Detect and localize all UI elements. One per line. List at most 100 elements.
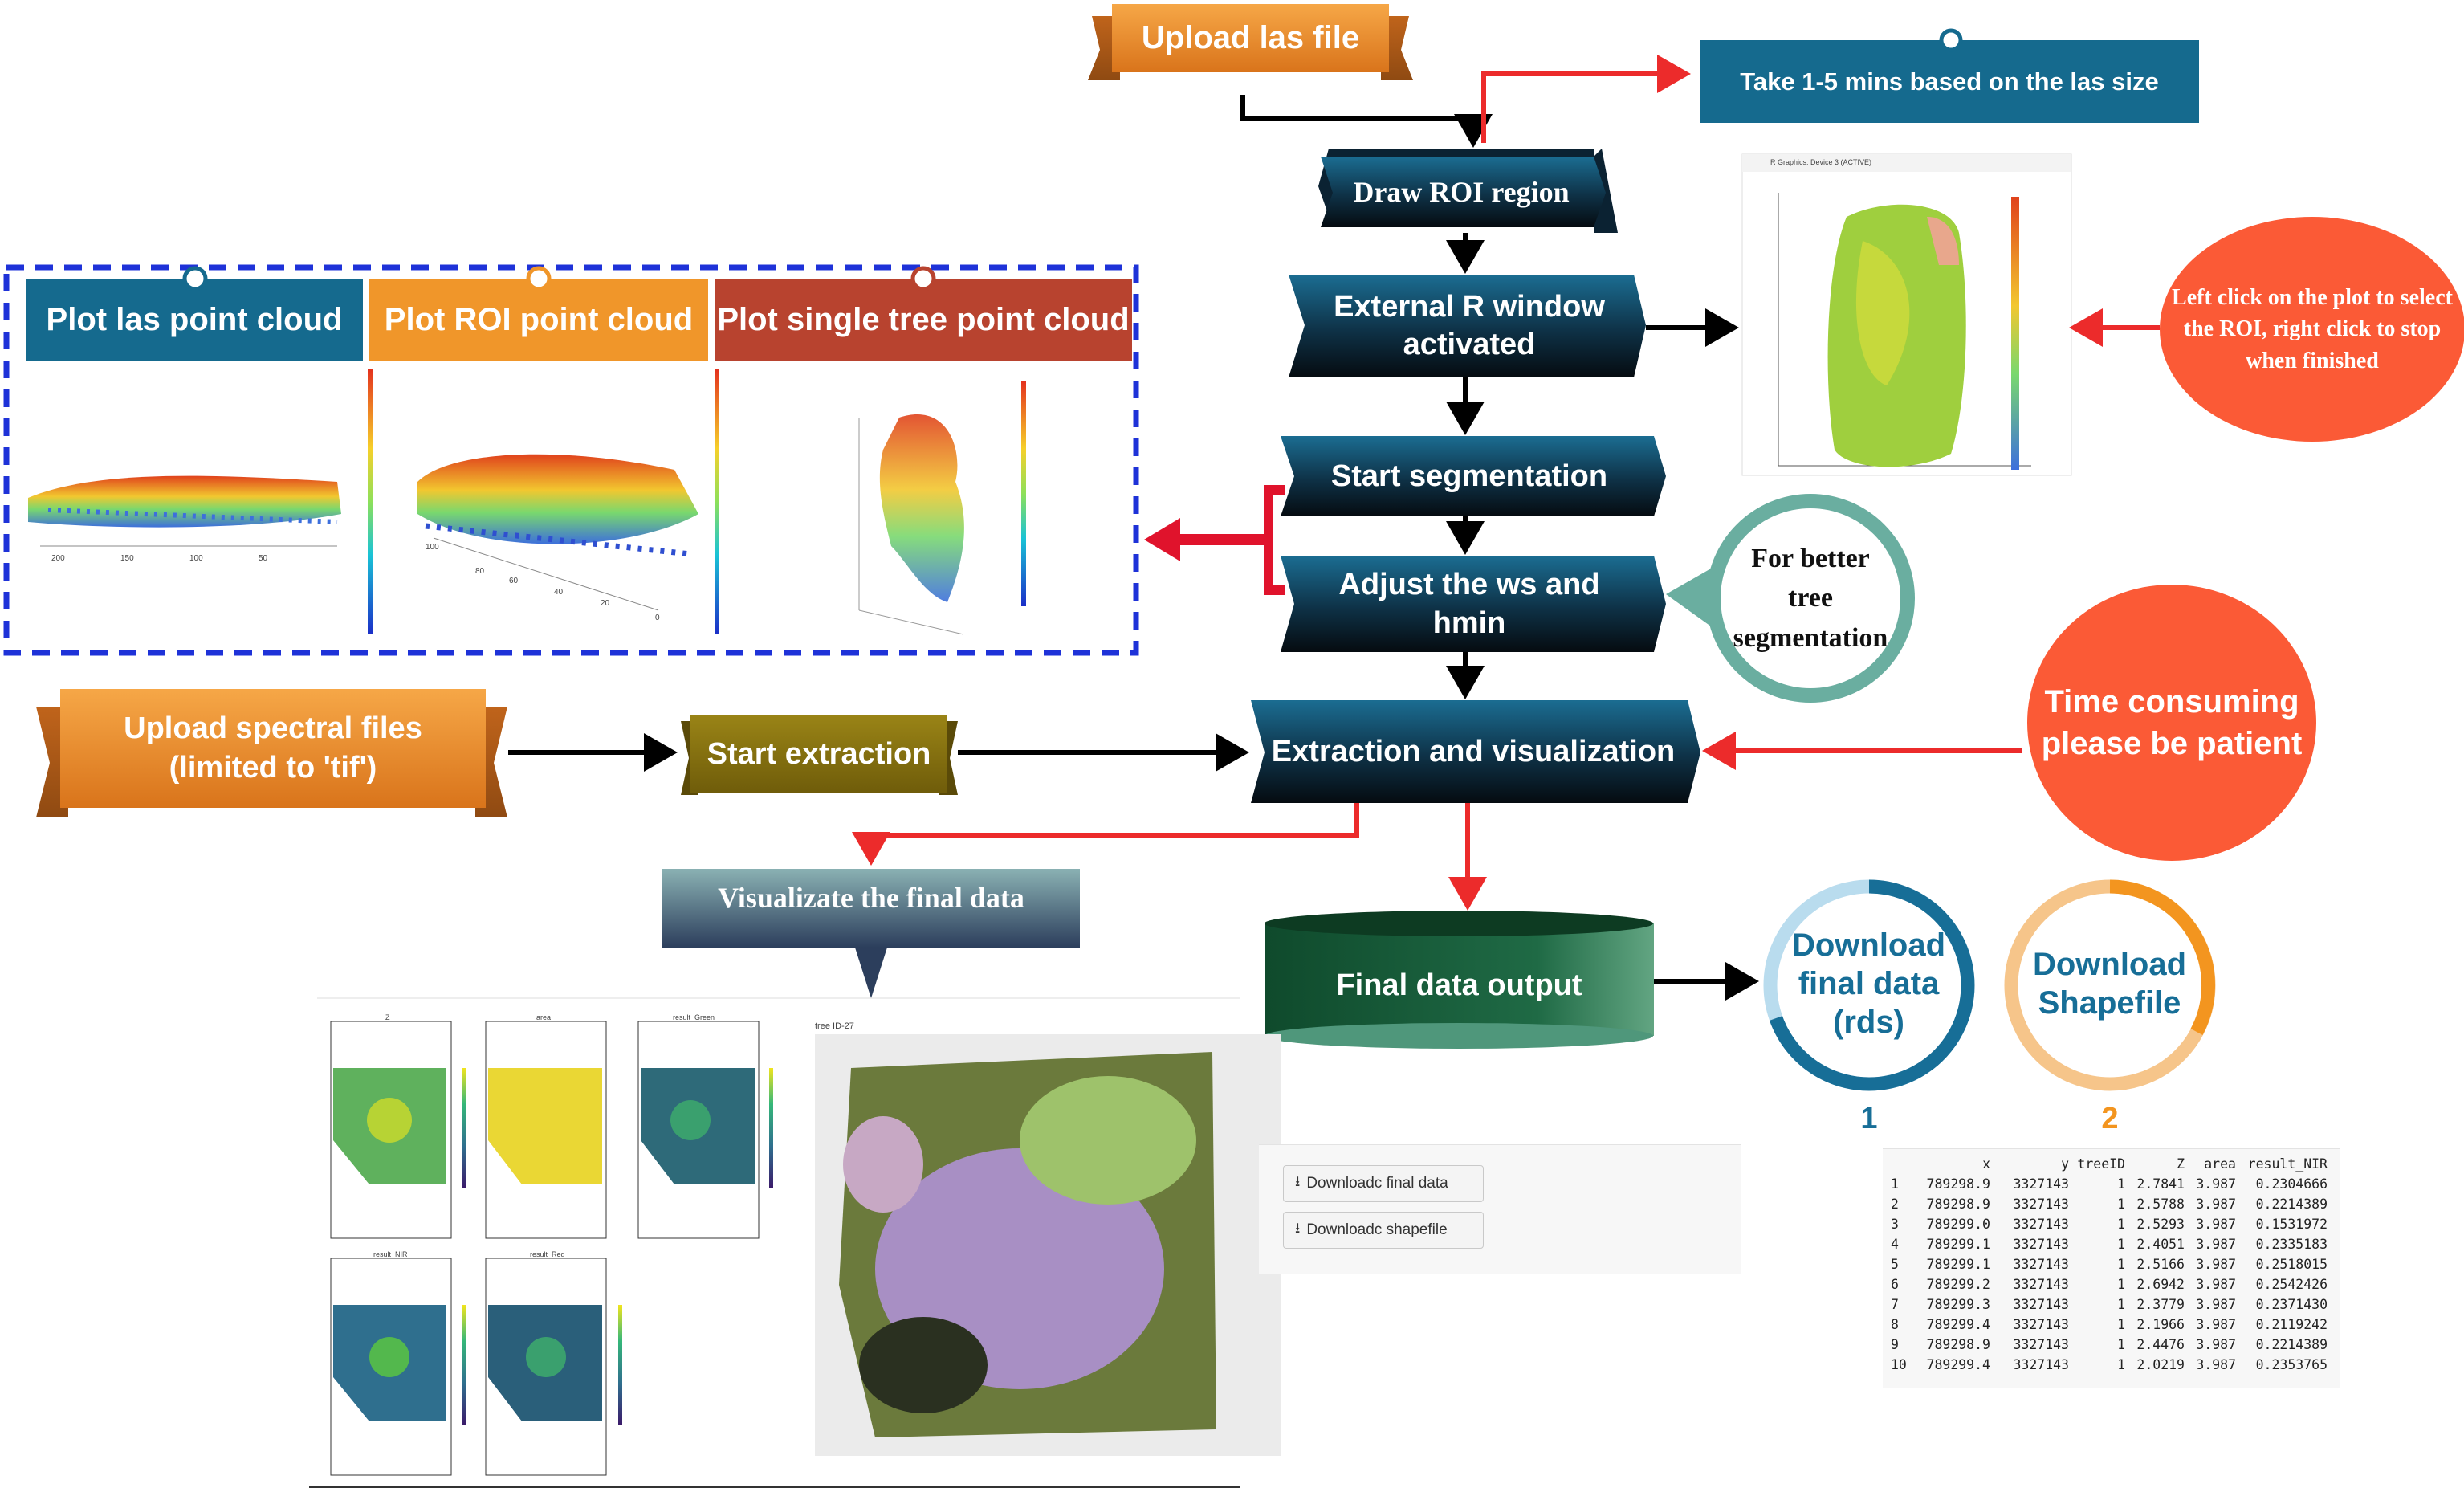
table-row: 6 789299.2 3327143 1 2.6942 3.987 0.2542426 xyxy=(1883,1274,2328,1294)
table-cell: 6 xyxy=(1891,1277,1899,1292)
output-table: x y treeID Z area result_NIR 1 789298.9 33… xyxy=(1883,1154,2328,1375)
las-tick: 150 xyxy=(120,554,134,563)
table-cell: 3327143 xyxy=(2013,1176,2069,1192)
take-time-label: Take 1-5 mins based on the las size xyxy=(1740,67,2159,96)
upload-las-ribbon xyxy=(1088,4,1413,80)
table-cell: 2.5166 xyxy=(2136,1257,2185,1272)
table-cell: 3327143 xyxy=(2013,1297,2069,1312)
download-shapefile-button[interactable]: ⭳ Downloadc shapefile xyxy=(1283,1212,1484,1249)
table-cell: 789299.1 xyxy=(1926,1257,1990,1272)
download-final-data-label[interactable]: Download final data (rds) xyxy=(1791,927,1946,1040)
table-cell: 789299.0 xyxy=(1926,1217,1990,1232)
visualize-final-label: Visualizate the final data xyxy=(718,882,1024,914)
start-extraction-label: Start extraction xyxy=(707,736,931,771)
table-cell: 789298.9 xyxy=(1926,1337,1990,1352)
table-cell: 789299.3 xyxy=(1926,1297,1990,1312)
visualize-callout xyxy=(662,869,1080,998)
table-cell: 1 xyxy=(1891,1176,1899,1192)
download-shapefile-label[interactable]: Download Shapefile xyxy=(2032,947,2187,1021)
table-row: 10 789299.4 3327143 1 2.0219 3.987 0.2353765 xyxy=(1883,1355,2328,1375)
table-row: 7 789299.3 3327143 1 2.3779 3.987 0.2371430 xyxy=(1883,1294,2328,1315)
las-tick: 200 xyxy=(51,554,65,563)
table-cell: 1 xyxy=(2117,1337,2125,1352)
table-cell: 0.2119242 xyxy=(2255,1317,2328,1332)
table-row: 4 789299.1 3327143 1 2.4051 3.987 0.2335183 xyxy=(1883,1234,2328,1254)
table-cell: 3.987 xyxy=(2196,1277,2236,1292)
column-header: treeID xyxy=(2077,1156,2125,1172)
table-cell: 3 xyxy=(1891,1217,1899,1232)
roi-tick: 20 xyxy=(601,599,610,608)
plot-tree-header xyxy=(715,279,1132,361)
draw-roi-banner xyxy=(1318,149,1618,233)
table-cell: 5 xyxy=(1891,1257,1899,1272)
download-buttons-panel: ⭳ Downloadc final data ⭳ Downloadc shape… xyxy=(1259,1144,1741,1274)
plot-roi-label: Plot ROI point cloud xyxy=(384,301,694,337)
step-number-1: 1 xyxy=(1860,1101,1878,1135)
table-cell: 789298.9 xyxy=(1926,1196,1990,1212)
table-cell: 0.1531972 xyxy=(2255,1217,2328,1232)
table-cell: 10 xyxy=(1891,1357,1907,1372)
table-cell: 2.3779 xyxy=(2136,1297,2185,1312)
table-cell: 3.987 xyxy=(2196,1217,2236,1232)
panel-title: result_NIR xyxy=(373,1250,408,1258)
table-cell: 789299.4 xyxy=(1926,1357,1990,1372)
table-cell: 3.987 xyxy=(2196,1317,2236,1332)
table-cell: 1 xyxy=(2117,1176,2125,1192)
left-click-note-shape xyxy=(2160,217,2464,442)
download-ring-1 xyxy=(1763,879,1975,1091)
plot-tree-label: Plot single tree point cloud xyxy=(717,301,1130,337)
left-click-note: Left click on the plot to select the ROI… xyxy=(2172,285,2453,373)
upload-las-label: Upload las file xyxy=(1141,20,1360,55)
start-segmentation-banner xyxy=(1281,436,1666,516)
table-cell: 2.4051 xyxy=(2136,1237,2185,1252)
start-segmentation-label: Start segmentation xyxy=(1330,459,1608,493)
table-cell: 3.987 xyxy=(2196,1357,2236,1372)
extraction-vis-banner xyxy=(1251,700,1700,803)
download-icon: ⭳ xyxy=(1295,1220,1301,1236)
download-shapefile-button-label: Downloadc shapefile xyxy=(1306,1221,1448,1238)
las-tick: 50 xyxy=(259,554,268,563)
table-cell: 0.2335183 xyxy=(2255,1237,2328,1252)
final-output-label: Final data output xyxy=(1336,968,1582,1002)
table-cell: 2.6942 xyxy=(2136,1277,2185,1292)
table-cell: 0.2214389 xyxy=(2255,1337,2328,1352)
table-cell: 2.7841 xyxy=(2136,1176,2185,1192)
table-cell: 0.2518015 xyxy=(2255,1257,2328,1272)
column-header xyxy=(1883,1154,1912,1174)
output-table-panel: x y treeID Z area result_NIR 1 789298.9 33… xyxy=(1883,1148,2340,1388)
table-cell: 2 xyxy=(1891,1196,1899,1212)
download-final-data-button[interactable]: ⭳ Downloadc final data xyxy=(1283,1165,1484,1202)
final-vis-thumb xyxy=(309,997,1281,1488)
table-cell: 1 xyxy=(2117,1357,2125,1372)
column-header: result_NIR xyxy=(2247,1156,2328,1172)
table-cell: 789299.4 xyxy=(1926,1317,1990,1332)
table-cell: 3327143 xyxy=(2013,1357,2069,1372)
better-tree-note: For better tree segmentation xyxy=(1733,544,1888,653)
panel-title: result_Green xyxy=(673,1013,715,1021)
upload-spectral-label: Upload spectral files (limited to 'tif') xyxy=(124,711,422,785)
external-r-label: External R window activated xyxy=(1334,289,1605,362)
step-number-2: 2 xyxy=(2101,1101,2119,1135)
final-output-cylinder xyxy=(1265,911,1654,1049)
table-cell: 8 xyxy=(1891,1317,1899,1332)
table-cell: 3327143 xyxy=(2013,1217,2069,1232)
table-row: 8 789299.4 3327143 1 2.1966 3.987 0.2119242 xyxy=(1883,1315,2328,1335)
table-cell: 0.2542426 xyxy=(2255,1277,2328,1292)
table-cell: 3.987 xyxy=(2196,1297,2236,1312)
download-final-data-button-label: Downloadc final data xyxy=(1306,1175,1448,1192)
roi-tick: 100 xyxy=(426,543,439,552)
column-header: x xyxy=(1982,1156,1990,1172)
table-row: 9 789298.9 3327143 1 2.4476 3.987 0.2214389 xyxy=(1883,1335,2328,1355)
start-extraction-ribbon xyxy=(681,715,958,795)
red-bracket-arrow xyxy=(1144,485,1285,595)
table-cell: 2.4476 xyxy=(2136,1337,2185,1352)
draw-roi-label: Draw ROI region xyxy=(1353,176,1570,208)
table-row: 3 789299.0 3327143 1 2.5293 3.987 0.1531972 xyxy=(1883,1214,2328,1234)
table-cell: 789299.2 xyxy=(1926,1277,1990,1292)
table-cell: 2.5788 xyxy=(2136,1196,2185,1212)
tree-id-title: tree ID-27 xyxy=(815,1021,854,1031)
table-cell: 4 xyxy=(1891,1237,1899,1252)
roi-tick: 60 xyxy=(509,577,519,585)
table-cell: 9 xyxy=(1891,1337,1899,1352)
